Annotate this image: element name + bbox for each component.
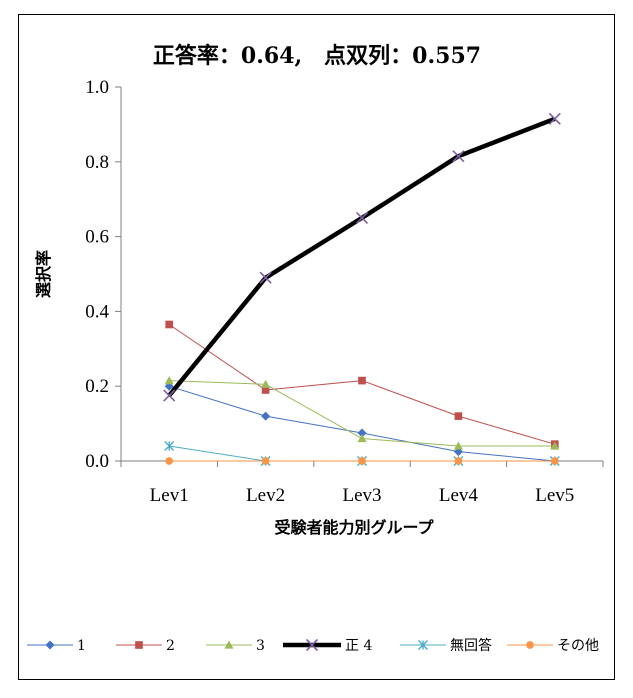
data-point [261,386,270,394]
x-axis-label: 受験者能力別グループ [274,518,434,537]
data-point [454,457,463,465]
legend-label: 3 [256,638,265,654]
series-line [167,116,556,397]
legend-label: 無回答 [450,637,492,654]
legend-item: 2 [116,638,175,654]
series-3 [163,112,561,402]
legend-label: その他 [557,638,599,654]
data-point [259,271,272,284]
data-point [261,379,271,388]
legend-item: 1 [27,638,86,654]
marker-stroke [305,638,319,652]
axes [115,86,604,467]
chart-frame: 正答率：0.64, 点双列：0.557 0.0 0.2 0.4 0.6 0.8 1.0 L… [18,14,615,680]
series-0 [164,381,560,466]
data-point [165,320,174,329]
legend-swatch-marker [45,640,55,650]
legend-swatch-marker [305,638,319,652]
series-line [169,385,555,462]
data-point [357,428,367,438]
series-5 [165,457,559,465]
y-tick-label: 1.0 [85,77,109,98]
data-point [548,112,561,125]
marker-stroke [259,271,272,284]
legend-swatch-marker [135,641,143,649]
data-point [355,211,369,224]
legend-label: 2 [166,638,175,654]
x-tick-label: Lev5 [535,485,574,506]
data-point [163,389,176,402]
legend-item: 無回答 [400,637,492,654]
legend-item: 3 [206,638,265,654]
y-tick-label: 0.0 [85,451,109,472]
marker-stroke [355,211,369,224]
chart-title: 正答率：0.64, 点双列：0.557 [153,43,481,69]
legend-swatch-marker [418,640,428,650]
legend-swatch-marker [224,640,234,649]
x-tick-label: Lev1 [150,485,189,506]
series-layer [163,112,561,466]
x-tick-label: Lev3 [342,485,381,506]
marker-stroke [163,389,176,402]
x-tick-label: Lev2 [246,485,285,506]
y-tick-label: 0.8 [85,152,109,173]
legend-swatch-marker [526,641,534,649]
legend-item: 正 4 [283,638,372,654]
data-point [357,434,367,443]
data-point [454,412,463,420]
legend-label: 正 4 [345,638,372,654]
y-axis-label: 選択率 [34,250,53,298]
data-point [550,457,559,465]
y-tick-label: 0.4 [85,301,109,322]
marker-stroke [548,112,561,125]
y-tick-label: 0.2 [85,376,109,397]
x-tick-labels: Lev1 Lev2 Lev3 Lev4 Lev5 [150,485,575,506]
data-point [165,457,174,465]
data-point [164,441,175,452]
data-point [452,150,465,163]
data-point [164,376,174,385]
legend: 1 2 3 正 4 無回答 その他 [27,637,599,654]
x-tick-label: Lev4 [439,485,479,506]
line-chart: 正答率：0.64, 点双列：0.557 0.0 0.2 0.4 0.6 0.8 1.0 L… [27,43,604,654]
y-tick-label: 0.6 [85,227,109,248]
legend-label: 1 [77,638,86,654]
data-point [550,441,560,450]
series-2 [164,376,560,450]
data-point [261,457,270,465]
data-point [261,411,271,421]
y-tick-labels: 0.0 0.2 0.4 0.6 0.8 1.0 [85,77,109,472]
legend-item: その他 [507,638,599,654]
marker-stroke [452,150,465,163]
data-point [358,457,366,465]
data-point [358,376,366,385]
data-point [453,441,463,450]
